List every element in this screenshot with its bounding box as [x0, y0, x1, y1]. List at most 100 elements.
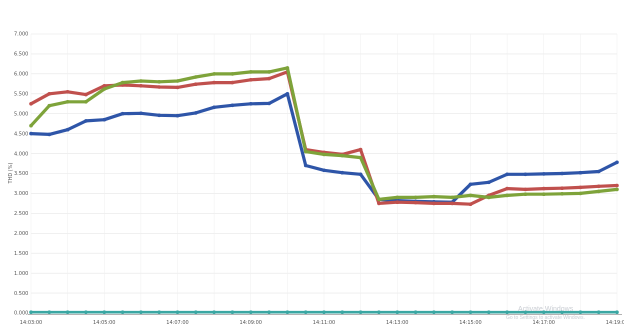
y-tick-label: 5.500 [14, 91, 28, 97]
data-point [359, 148, 363, 152]
data-point [48, 310, 52, 314]
y-tick-label: 2.000 [14, 231, 28, 237]
data-point [359, 156, 363, 160]
data-point [487, 310, 491, 314]
data-point [615, 161, 619, 165]
y-tick-label: 1.500 [14, 251, 28, 257]
data-point [615, 188, 619, 192]
y-tick-label: 6.000 [14, 72, 28, 78]
data-point [505, 173, 509, 177]
data-point [139, 84, 143, 88]
data-point [560, 192, 564, 196]
data-point [212, 310, 216, 314]
data-point [249, 310, 253, 314]
data-point [304, 150, 308, 154]
data-point [432, 195, 436, 199]
data-point [29, 124, 33, 128]
y-tick-label: 6.500 [14, 52, 28, 58]
y-tick-label: 3.000 [14, 191, 28, 197]
data-point [469, 310, 473, 314]
data-point [414, 196, 418, 200]
data-point [267, 102, 271, 106]
data-point [377, 310, 381, 314]
data-point [29, 310, 33, 314]
data-point [48, 92, 52, 96]
data-point [359, 310, 363, 314]
data-point [524, 188, 528, 192]
data-point [157, 80, 161, 84]
data-point [231, 104, 235, 108]
data-point [615, 184, 619, 188]
y-axis-ticks: 0.000 0.500 1.000 1.500 2.000 2.500 3.000 3.500… [14, 32, 28, 317]
x-tick-label: 14:03:00 [20, 320, 42, 326]
y-tick-label: 0.000 [14, 311, 28, 317]
y-tick-label: 4.500 [14, 131, 28, 137]
data-point [121, 310, 125, 314]
data-point [103, 87, 107, 91]
data-point [597, 190, 601, 194]
data-point [450, 196, 454, 200]
data-point [249, 102, 253, 106]
data-point [396, 310, 400, 314]
data-point [267, 77, 271, 81]
data-point [212, 81, 216, 85]
data-point [48, 104, 52, 108]
data-point [267, 310, 271, 314]
data-point [286, 310, 290, 314]
x-tick-label: 14:15:00 [459, 320, 481, 326]
data-point [505, 187, 509, 191]
y-tick-label: 5.000 [14, 111, 28, 117]
data-point [176, 86, 180, 90]
x-tick-label: 14:07:00 [166, 320, 188, 326]
data-point [560, 186, 564, 190]
data-point [487, 181, 491, 185]
data-point [597, 185, 601, 189]
data-point [194, 111, 198, 115]
data-point [103, 118, 107, 122]
data-point [157, 85, 161, 89]
data-point [29, 132, 33, 136]
data-point [341, 154, 345, 158]
data-point [194, 75, 198, 79]
watermark-line-1: Activate Windows [518, 306, 574, 313]
data-point [597, 310, 601, 314]
data-point [286, 92, 290, 96]
data-point [103, 310, 107, 314]
data-point [84, 100, 88, 104]
data-point [359, 173, 363, 177]
data-point [249, 78, 253, 82]
data-point [84, 93, 88, 97]
data-point [432, 202, 436, 206]
data-point [286, 66, 290, 70]
data-point [414, 310, 418, 314]
data-point [396, 200, 400, 204]
data-point [66, 310, 70, 314]
data-point [48, 133, 52, 137]
data-point [212, 106, 216, 110]
data-point [212, 72, 216, 76]
y-axis-title: THD (%) [8, 162, 14, 184]
y-tick-label: 1.000 [14, 271, 28, 277]
data-point [194, 82, 198, 86]
data-point [524, 192, 528, 196]
data-point [157, 310, 161, 314]
x-tick-label: 14:19:00 [606, 320, 624, 326]
data-point [450, 310, 454, 314]
data-point [579, 186, 583, 190]
data-point [597, 170, 601, 174]
data-point [560, 172, 564, 176]
data-point [231, 310, 235, 314]
data-point [84, 119, 88, 123]
data-point [139, 310, 143, 314]
data-point [579, 310, 583, 314]
data-point [176, 310, 180, 314]
data-point [322, 310, 326, 314]
x-tick-label: 14:11:00 [313, 320, 335, 326]
y-tick-label: 2.500 [14, 211, 28, 217]
data-point [66, 100, 70, 104]
watermark-line-2: Go to Settings to activate Windows. [506, 315, 585, 321]
data-point [579, 192, 583, 196]
data-point [524, 173, 528, 177]
y-tick-label: 3.500 [14, 171, 28, 177]
x-tick-label: 14:05:00 [93, 320, 115, 326]
